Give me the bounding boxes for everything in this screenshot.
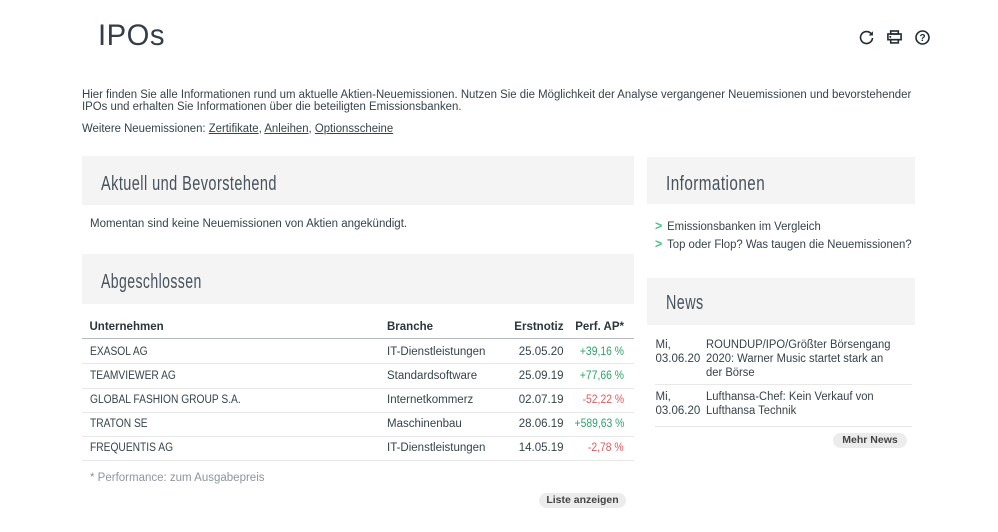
svg-text:?: ? <box>919 33 925 44</box>
